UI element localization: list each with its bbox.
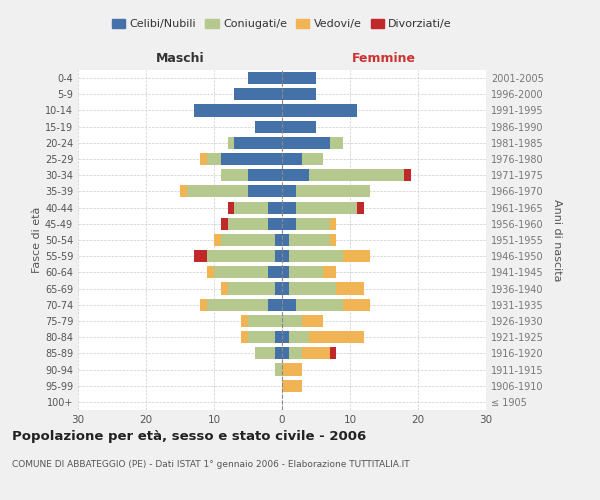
Legend: Celibi/Nubili, Coniugati/e, Vedovi/e, Divorziati/e: Celibi/Nubili, Coniugati/e, Vedovi/e, Di… [107,14,457,34]
Y-axis label: Fasce di età: Fasce di età [32,207,42,273]
Text: COMUNE DI ABBATEGGIO (PE) - Dati ISTAT 1° gennaio 2006 - Elaborazione TUTTITALIA: COMUNE DI ABBATEGGIO (PE) - Dati ISTAT 1… [12,460,410,469]
Bar [282,364,302,376]
Bar [289,348,302,360]
Bar [329,137,343,149]
Text: Maschi: Maschi [155,52,205,65]
Bar [282,72,316,84]
Bar [180,186,187,198]
Bar [235,137,282,149]
Bar [194,104,282,117]
Y-axis label: Anni di nascita: Anni di nascita [552,198,562,281]
Bar [227,282,275,294]
Bar [235,202,268,213]
Bar [255,120,282,132]
Bar [343,250,370,262]
Bar [337,282,364,294]
Bar [404,169,411,181]
Bar [221,282,227,294]
Bar [207,298,268,311]
Bar [289,331,309,343]
Bar [248,331,275,343]
Bar [187,186,248,198]
Bar [275,331,282,343]
Bar [248,169,282,181]
Bar [282,315,302,327]
Bar [235,88,282,101]
Bar [221,234,275,246]
Bar [248,315,282,327]
Bar [282,380,302,392]
Bar [302,315,323,327]
Bar [309,331,364,343]
Bar [289,234,329,246]
Bar [302,348,329,360]
Bar [227,137,235,149]
Bar [207,153,221,165]
Bar [329,234,337,246]
Bar [275,282,282,294]
Bar [268,202,282,213]
Bar [275,364,282,376]
Bar [214,234,221,246]
Bar [302,153,323,165]
Bar [357,202,364,213]
Bar [343,298,370,311]
Bar [268,266,282,278]
Bar [200,153,207,165]
Bar [241,331,248,343]
Bar [194,250,207,262]
Bar [282,348,289,360]
Bar [309,169,404,181]
Bar [207,250,275,262]
Bar [207,266,214,278]
Bar [214,266,268,278]
Bar [282,298,296,311]
Bar [200,298,207,311]
Bar [323,266,337,278]
Bar [275,348,282,360]
Bar [296,218,329,230]
Bar [255,348,275,360]
Bar [241,315,248,327]
Bar [296,186,370,198]
Bar [296,202,357,213]
Bar [282,331,289,343]
Bar [227,218,268,230]
Bar [248,72,282,84]
Bar [282,218,296,230]
Bar [275,250,282,262]
Bar [227,202,235,213]
Bar [282,169,309,181]
Text: Popolazione per età, sesso e stato civile - 2006: Popolazione per età, sesso e stato civil… [12,430,366,443]
Bar [289,250,343,262]
Bar [282,88,316,101]
Bar [282,250,289,262]
Bar [221,218,227,230]
Bar [282,186,296,198]
Bar [289,266,323,278]
Bar [329,348,337,360]
Bar [296,298,343,311]
Bar [221,169,248,181]
Bar [282,120,316,132]
Bar [282,282,289,294]
Bar [275,234,282,246]
Bar [282,266,289,278]
Bar [282,234,289,246]
Bar [282,137,329,149]
Bar [282,202,296,213]
Bar [329,218,337,230]
Bar [248,186,282,198]
Bar [221,153,282,165]
Bar [282,153,302,165]
Text: Femmine: Femmine [352,52,416,65]
Bar [282,104,357,117]
Bar [289,282,337,294]
Bar [268,218,282,230]
Bar [268,298,282,311]
